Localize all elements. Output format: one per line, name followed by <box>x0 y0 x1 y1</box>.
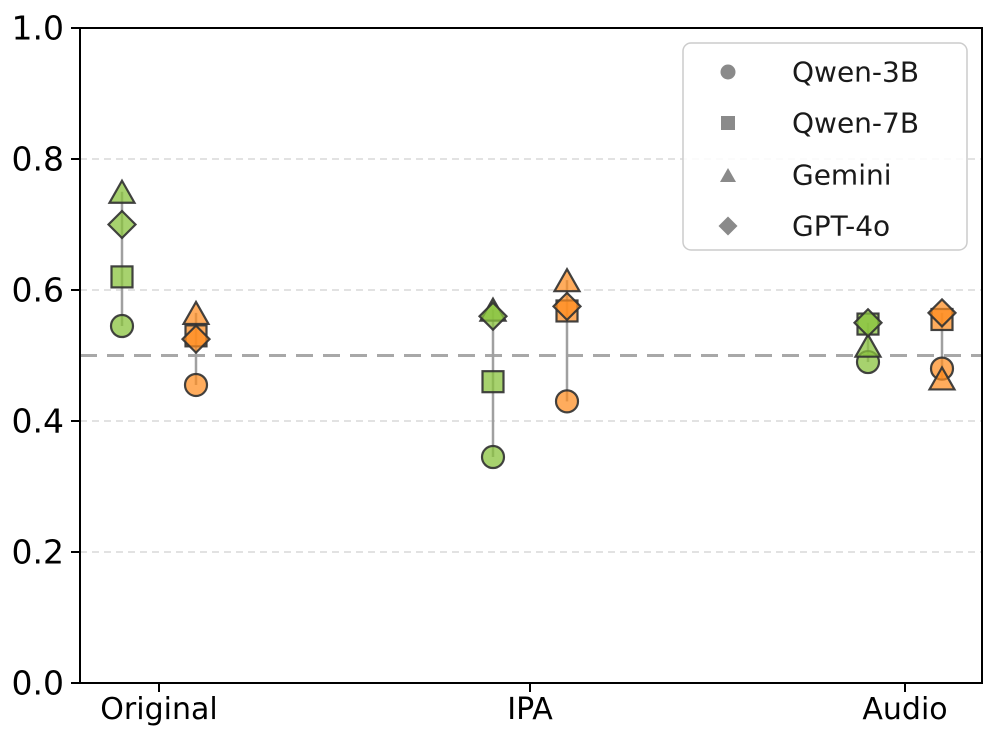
legend-box <box>682 42 968 251</box>
legend-triangle-icon <box>720 168 736 182</box>
legend-item-qwen-3b: Qwen-3B <box>720 56 919 89</box>
y-tick-label-0.4: 0.4 <box>12 402 64 441</box>
y-tick-label-0.8: 0.8 <box>12 140 64 179</box>
legend-label: Qwen-3B <box>792 56 919 89</box>
cluster-orange-ipa <box>551 266 583 414</box>
marker-diamond-orange-ipa <box>551 291 583 322</box>
cluster-green-original <box>106 178 138 339</box>
legend-item-qwen-7b: Qwen-7B <box>721 107 919 140</box>
marker-circle-green-ipa <box>480 444 506 470</box>
legend-label: Qwen-7B <box>792 107 919 140</box>
marker-triangle-green-audio <box>853 332 883 358</box>
marker-diamond-green-audio <box>852 307 884 338</box>
y-tick-label-1.0: 1.0 <box>12 9 64 48</box>
legend-label: GPT-4o <box>792 210 890 243</box>
legend-item-gemini: Gemini <box>720 159 892 192</box>
legend-label: Gemini <box>792 159 892 192</box>
x-tick-label-original: Original <box>100 692 217 727</box>
legend-diamond-icon <box>718 216 738 236</box>
marker-triangle-orange-audio <box>927 365 957 391</box>
cluster-orange-audio <box>926 297 958 391</box>
marker-circle-green-original <box>109 313 135 339</box>
y-tick-label-0.6: 0.6 <box>12 271 64 310</box>
marker-diamond-orange-original <box>180 324 212 355</box>
x-tick-label-audio: Audio <box>862 692 947 727</box>
marker-circle-orange-ipa <box>554 389 580 414</box>
cluster-green-audio <box>852 307 884 375</box>
legend: Qwen-3B Qwen-7B Gemini GPT-4o <box>682 42 968 251</box>
y-tick-label-0.0: 0.0 <box>12 664 64 703</box>
marker-diamond-orange-audio <box>926 297 958 328</box>
marker-triangle-orange-ipa <box>552 266 582 293</box>
y-tick-label-0.2: 0.2 <box>12 533 64 572</box>
x-tick-label-ipa: IPA <box>507 692 553 727</box>
legend-circle-icon <box>720 64 736 80</box>
cluster-green-ipa <box>477 296 509 470</box>
marker-diamond-green-ipa <box>477 301 509 332</box>
cluster-orange-original <box>180 299 212 398</box>
marker-diamond-green-original <box>106 209 138 240</box>
marker-triangle-green-original <box>107 178 137 204</box>
legend-square-icon <box>721 116 735 130</box>
legend-item-gpt-4o: GPT-4o <box>718 210 890 243</box>
marker-square-green-ipa <box>481 370 505 394</box>
marker-triangle-orange-original <box>181 299 211 326</box>
marker-square-green-original <box>110 265 134 289</box>
marker-circle-orange-original <box>183 372 209 398</box>
